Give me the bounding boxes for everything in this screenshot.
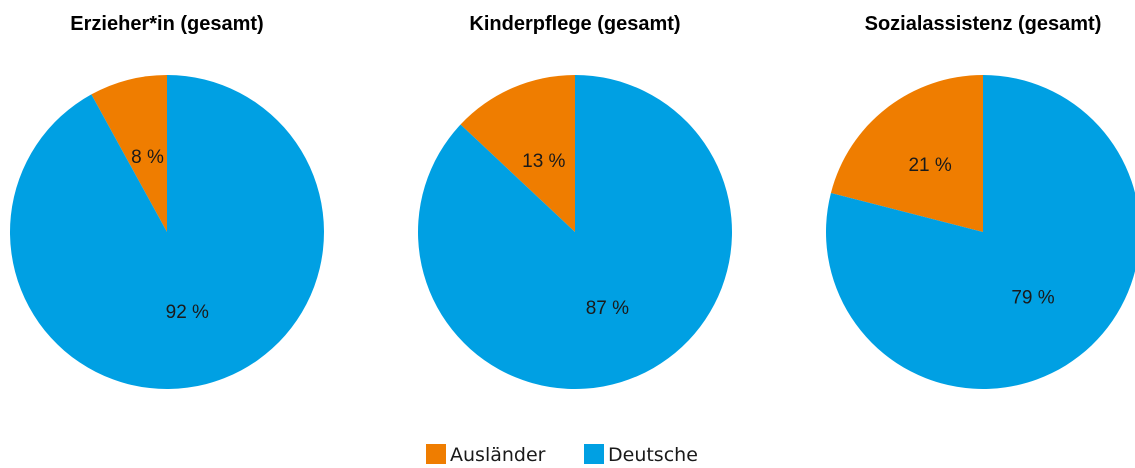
legend-label-auslaender: Ausländer xyxy=(450,444,546,466)
pie-charts-group: Erzieher*in (gesamt) 8 % 92 % Kinderpflege … xyxy=(9,13,1135,389)
pie-slice-sozialassistenz-deutsche xyxy=(826,75,1135,389)
pie-slice-sozialassistenz-auslaender xyxy=(830,75,983,232)
pie-slice-erzieherin-auslaender xyxy=(91,75,167,232)
chart-title-sozialassistenz: Sozialassistenz (gesamt) xyxy=(865,13,1102,35)
chart-title-erzieherin: Erzieher*in (gesamt) xyxy=(70,13,263,35)
slice-label-erzieherin-deutsche: 92 % xyxy=(166,302,209,323)
pie-slice-kinderpflege-auslaender xyxy=(460,75,575,232)
pie-chart-sozialassistenz: Sozialassistenz (gesamt) 21 % 79 % xyxy=(826,13,1135,389)
slice-label-erzieherin-auslaender: 8 % xyxy=(131,147,164,168)
legend: Ausländer Deutsche xyxy=(426,444,698,466)
legend-label-deutsche: Deutsche xyxy=(608,444,698,466)
pie-chart-erzieherin: Erzieher*in (gesamt) 8 % 92 % xyxy=(9,13,324,389)
pie-chart-kinderpflege: Kinderpflege (gesamt) 13 % 87 % xyxy=(418,13,733,389)
slice-label-sozialassistenz-auslaender: 21 % xyxy=(908,155,951,176)
slice-label-kinderpflege-deutsche: 87 % xyxy=(586,298,629,319)
pie-slice-erzieherin-deutsche xyxy=(9,75,324,389)
chart-title-kinderpflege: Kinderpflege (gesamt) xyxy=(469,13,680,35)
pie-slice-kinderpflege-deutsche xyxy=(418,75,733,389)
slice-label-kinderpflege-auslaender: 13 % xyxy=(522,151,565,172)
slice-label-sozialassistenz-deutsche: 79 % xyxy=(1011,288,1054,309)
legend-swatch-deutsche xyxy=(584,444,604,464)
legend-swatch-auslaender xyxy=(426,444,446,464)
